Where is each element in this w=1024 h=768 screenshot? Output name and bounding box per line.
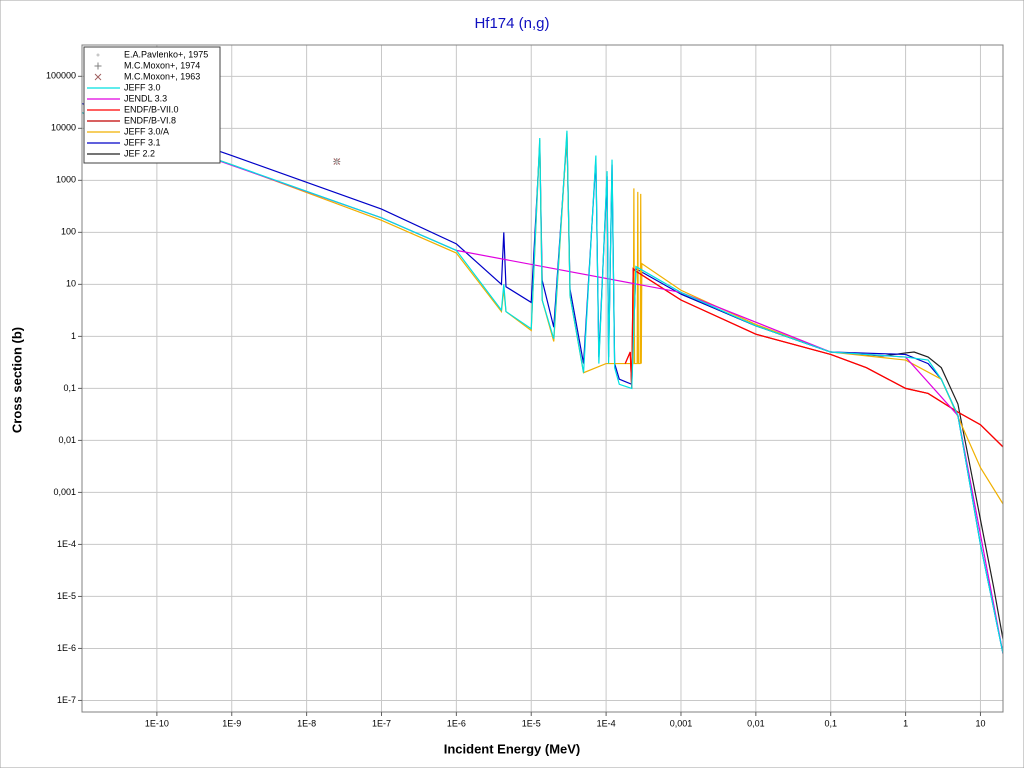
series-line xyxy=(82,112,1003,654)
y-tick-label: 1000 xyxy=(56,175,76,185)
y-tick-label: 100000 xyxy=(46,71,76,81)
y-tick-label: 1E-7 xyxy=(57,695,76,705)
marker xyxy=(96,53,100,57)
y-tick-label: 1E-6 xyxy=(57,643,76,653)
x-axis-label: Incident Energy (MeV) xyxy=(444,741,581,756)
legend-label: JEFF 3.0 xyxy=(124,82,161,92)
marker-stroke xyxy=(94,73,102,81)
legend-label: M.C.Moxon+, 1963 xyxy=(124,71,200,81)
legend-label: E.A.Pavlenko+, 1975 xyxy=(124,49,208,59)
y-axis-label: Cross section (b) xyxy=(9,327,24,433)
chart-title: Hf174 (n,g) xyxy=(474,15,549,32)
plot-frame xyxy=(81,44,1004,713)
legend-box xyxy=(83,46,221,164)
legend-label: JEFF 3.0/A xyxy=(124,126,169,136)
x-tick-label: 0,001 xyxy=(670,718,693,728)
x-tick-label: 0,01 xyxy=(747,718,765,728)
x-tick-label: 1E-7 xyxy=(372,718,391,728)
marker xyxy=(94,73,102,81)
legend-label: ENDF/B-VI.8 xyxy=(124,115,176,125)
x-tick-label: 10 xyxy=(975,718,985,728)
legend-label: JEF 2.2 xyxy=(124,148,155,158)
y-tick-label: 0,1 xyxy=(63,383,76,393)
y-tick-label: 0,001 xyxy=(53,487,76,497)
legend-label: M.C.Moxon+, 1974 xyxy=(124,60,200,70)
y-tick-label: 1E-5 xyxy=(57,591,76,601)
y-tick-label: 0,01 xyxy=(58,435,76,445)
x-tick-label: 1E-8 xyxy=(297,718,316,728)
legend-label: JENDL 3.3 xyxy=(124,93,167,103)
x-tick-label: 1E-9 xyxy=(222,718,241,728)
x-tick-label: 1E-4 xyxy=(597,718,616,728)
plot-area xyxy=(82,45,1003,712)
x-tick-label: 1E-6 xyxy=(447,718,466,728)
y-tick-label: 10 xyxy=(66,279,76,289)
x-tick-label: 1 xyxy=(903,718,908,728)
ticks: 1E-10 1E-9 1E-8 1E-7 1E-6 1E-5 1E-4 0,001 0,01 0,… xyxy=(46,71,986,729)
legend-label: ENDF/B-VII.0 xyxy=(124,104,179,114)
marker xyxy=(94,62,102,70)
x-tick-label: 0,1 xyxy=(824,718,837,728)
legend-label: JEFF 3.1 xyxy=(124,137,161,147)
marker-dot xyxy=(96,53,100,57)
y-tick-label: 1 xyxy=(71,331,76,341)
marker-dot xyxy=(335,160,339,164)
x-tick-label: 1E-5 xyxy=(522,718,541,728)
y-tick-label: 1E-4 xyxy=(57,539,76,549)
x-tick-label: 1E-10 xyxy=(145,718,169,728)
grid xyxy=(82,45,1003,712)
y-tick-label: 10000 xyxy=(51,123,76,133)
marker xyxy=(335,160,339,164)
series-layer xyxy=(82,102,1003,654)
y-tick-label: 100 xyxy=(61,227,76,237)
